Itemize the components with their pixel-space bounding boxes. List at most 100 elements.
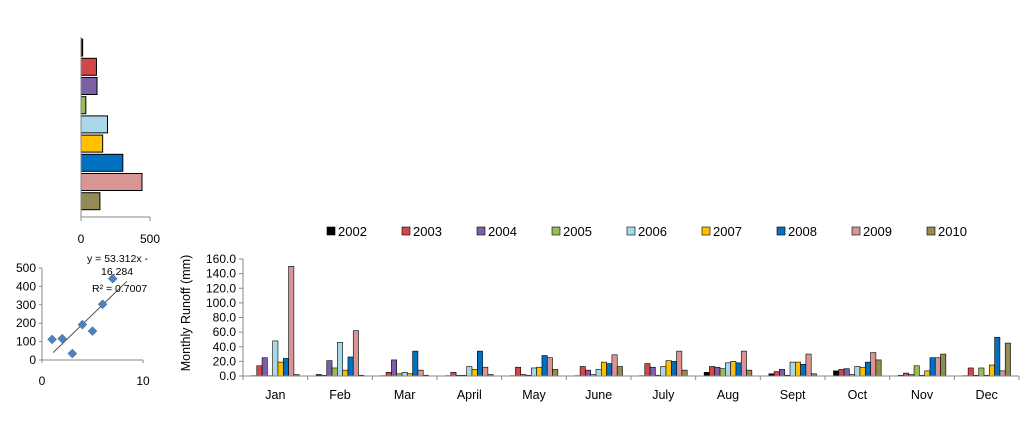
bar-2004-June (585, 369, 592, 377)
hbar-bar-2006 (80, 115, 108, 134)
x-tick-label-nov: Nov (911, 388, 934, 402)
x-tick-label-oct: Oct (848, 388, 868, 402)
legend-label-2007: 2007 (713, 224, 742, 239)
bar-2005-Aug (719, 368, 726, 377)
bar-2009-Sept (805, 353, 812, 377)
bar-2006-Feb (337, 342, 343, 377)
bar-2004-July (649, 366, 656, 377)
bar-2004-Jan (261, 357, 268, 377)
bar-2003-Sept (773, 371, 780, 377)
legend-swatch-2005 (551, 226, 561, 236)
hbar-x-tick-label-500: 500 (140, 232, 160, 246)
bar-2009-April (482, 366, 489, 377)
y-tick-label-60.0: 60.0 (213, 325, 237, 339)
bar-2003-April (450, 372, 457, 377)
bar-2003-July (644, 363, 651, 377)
bar-2003-Oct (838, 369, 845, 377)
legend-swatch-2004 (476, 226, 486, 236)
bar-2003-Mar (385, 372, 392, 377)
bar-2009-Jan (288, 266, 295, 377)
regression-r-squared: R² = 0.7007 (92, 283, 147, 295)
bar-2005-Nov (913, 365, 920, 377)
bar-2008-Jan (282, 358, 289, 377)
x-tick-label-sept: Sept (780, 388, 806, 402)
y-axis-label: Monthly Runoff (mm) (179, 255, 193, 371)
legend-swatch-2006 (626, 226, 636, 236)
bar-2009-May (546, 357, 553, 377)
bar-2008-Sept (800, 363, 807, 377)
regression-scatter-plot: 0 100 200 300 400 500 0 10 y = 53.312x - 16.28… (16, 253, 150, 388)
legend-swatch-2008 (776, 226, 786, 236)
scatter-y-tick-label-0: 0 (29, 353, 36, 367)
monthly-runoff-bar-chart: 2002 2003 2004 2005 2006 2007 2008 2009 2010 Mon… (179, 224, 1020, 402)
y-tick-label-20.0: 20.0 (213, 354, 237, 368)
bar-2002-Oct (833, 370, 840, 377)
bar-2007-Dec (989, 364, 995, 377)
bar-2010-Aug (746, 369, 753, 377)
y-tick-label-0.0: 0.0 (219, 369, 236, 383)
bar-2003-Aug (709, 366, 716, 377)
regression-equation-line1: y = 53.312x - (87, 253, 148, 265)
y-tick-label-160.0: 160.0 (206, 252, 236, 266)
bar-2009-June (611, 354, 618, 377)
bar-2009-Feb (352, 330, 359, 377)
regression-equation-line2: 16.284 (101, 266, 133, 278)
bar-2002-Aug (703, 372, 710, 377)
bar-2007-Jan (277, 361, 284, 377)
legend-label-2005: 2005 (563, 224, 592, 239)
bar-2006-July (660, 366, 667, 377)
bar-2006-June (595, 369, 602, 377)
bar-2008-Dec (994, 336, 1001, 377)
y-tick-label-100.0: 100.0 (206, 296, 236, 310)
scatter-y-tick-label-300: 300 (16, 298, 36, 312)
bar-2007-Nov (924, 370, 931, 377)
y-tick-label-140.0: 140.0 (206, 267, 236, 281)
bar-2006-April (466, 366, 473, 377)
legend-label-2002: 2002 (338, 224, 367, 239)
scatter-y-ticks: 0 100 200 300 400 500 (16, 261, 42, 367)
bar-2009-Mar (417, 369, 424, 377)
bar-2009-Nov (934, 357, 941, 377)
bar-2008-Nov (929, 357, 936, 377)
hbar-x-tick-label-0: 0 (78, 232, 85, 246)
scatter-points (47, 273, 118, 359)
legend-label-2010: 2010 (938, 224, 967, 239)
bar-2010-June (616, 366, 623, 377)
legend-label-2004: 2004 (488, 224, 517, 239)
scatter-x-tick-label-10: 10 (136, 374, 150, 388)
legend-swatch-2007 (701, 226, 711, 236)
legend-swatch-2003 (401, 226, 411, 236)
bars (251, 266, 1011, 377)
legend-swatch-2009 (851, 226, 861, 236)
x-tick-label-may: May (522, 388, 546, 402)
bar-2009-Aug (740, 350, 747, 377)
scatter-x-ticks: 0 10 (39, 360, 150, 388)
x-axis-ticks: Jan Feb Mar April May June July Aug Sept Oct Nov De… (242, 376, 1020, 402)
bar-2010-Oct (875, 359, 882, 377)
bar-2006-Mar (401, 372, 408, 377)
bar-2008-Mar (412, 350, 419, 377)
annual-total-horizontal-bar-chart: 0 500 (78, 37, 160, 246)
scatter-point (57, 333, 68, 344)
bar-2004-Oct (843, 368, 850, 377)
legend: 2002 2003 2004 2005 2006 2007 2008 2009 2010 (326, 224, 967, 239)
bar-2007-Sept (795, 361, 801, 377)
scatter-point (87, 326, 98, 336)
legend-swatch-2002 (326, 226, 336, 236)
bar-2010-July (681, 369, 688, 377)
bar-2007-May (536, 366, 543, 377)
legend-label-2006: 2006 (638, 224, 667, 239)
bar-2006-Jan (272, 340, 279, 377)
bar-2006-Aug (725, 362, 731, 377)
x-tick-label-aug: Aug (717, 388, 739, 402)
hbar-bar-2008 (80, 153, 124, 172)
scatter-y-tick-label-100: 100 (16, 335, 36, 349)
x-tick-label-dec: Dec (976, 388, 998, 402)
bar-2005-Dec (978, 367, 985, 377)
hbar-bar-2009 (80, 173, 143, 191)
bar-2007-July (665, 360, 672, 377)
hbar-bar-2003 (80, 57, 97, 76)
bar-2008-Aug (735, 362, 742, 377)
scatter-point (107, 273, 118, 284)
